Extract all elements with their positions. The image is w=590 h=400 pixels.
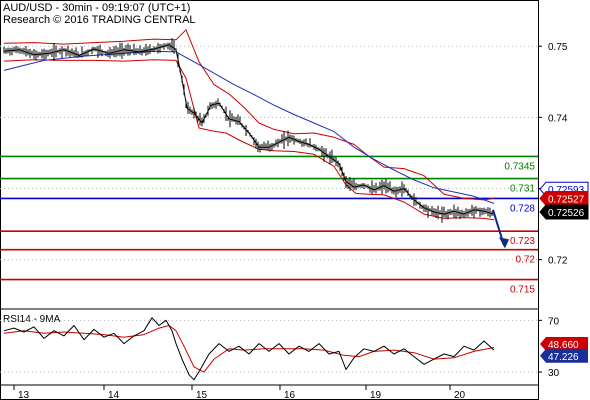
rsi-y-tick-label: 30 (548, 368, 560, 379)
price-tag: 0.72527 (548, 194, 585, 205)
forecast-arrow-head (499, 237, 509, 249)
x-tick-label: 14 (108, 390, 120, 400)
price-y-tick-label: 0.74 (548, 113, 568, 124)
level-label: 0.731 (510, 184, 535, 195)
x-tick-label: 19 (370, 390, 382, 400)
level-label: 0.72 (516, 255, 536, 266)
price-tag-box (539, 204, 589, 220)
level-label: 0.723 (510, 236, 535, 247)
x-tick-label: 16 (284, 390, 296, 400)
rsi-tag-box (540, 348, 588, 363)
level-label: 0.7345 (504, 161, 535, 172)
x-tick-label: 20 (454, 390, 466, 400)
price-y-tick-label: 0.72 (548, 256, 568, 267)
price-tag: 0.72593 (548, 185, 585, 196)
price-tag: 0.72526 (548, 208, 585, 219)
bollinger-upper-line (3, 29, 495, 201)
close-line (3, 44, 495, 215)
rsi-y-tick-label: 70 (548, 316, 560, 327)
bollinger-lower-line (3, 59, 495, 221)
chart-title: AUD/USD - 30min - 09:19:07 (UTC+1) (3, 2, 191, 14)
price-bars (3, 38, 495, 223)
x-tick-label: 15 (196, 390, 208, 400)
rsi-tag: 48.660 (548, 340, 579, 351)
rsi-line (3, 317, 495, 381)
rsi-ma-line (3, 325, 495, 373)
level-label: 0.715 (510, 285, 535, 296)
copyright-text: Research © 2016 TRADING CENTRAL (3, 14, 196, 26)
price-tag-box (539, 190, 589, 206)
rsi-tag-box (540, 336, 588, 351)
x-tick-label: 13 (18, 390, 30, 400)
moving-average-line (3, 50, 495, 204)
level-label: 0.728 (510, 203, 535, 214)
rsi-panel-title: RSI14 - 9MA (3, 314, 61, 325)
rsi-tag: 47.226 (548, 352, 579, 363)
price-y-tick-label: 0.75 (548, 42, 568, 53)
